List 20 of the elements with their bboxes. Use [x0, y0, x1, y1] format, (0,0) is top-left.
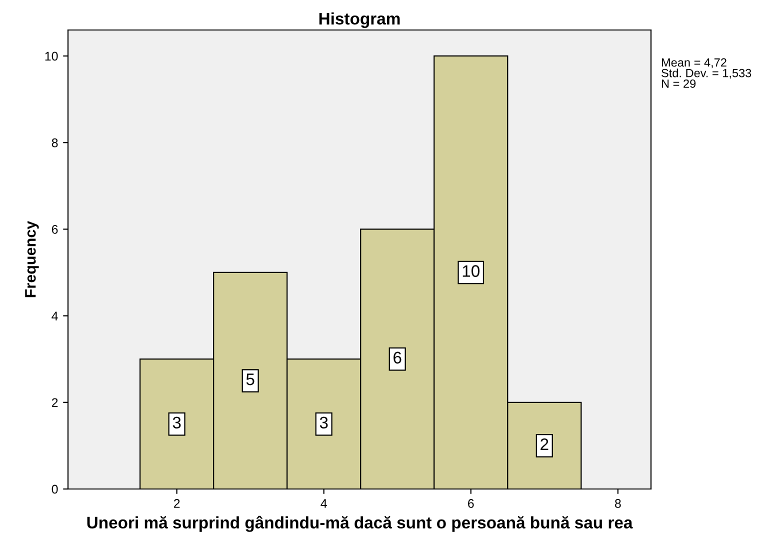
x-tick-label: 4: [320, 499, 327, 508]
data-label: 3: [320, 416, 328, 429]
x-tick-label: 6: [468, 499, 474, 508]
y-tick-label: 10: [45, 52, 58, 61]
chart-title: Histogram: [319, 12, 400, 28]
text: Mean = 4,72 Std. Dev. = 1,533 N = 29: [662, 58, 752, 88]
y-axis-title: Frequency: [25, 220, 39, 298]
y-tick-label: 6: [52, 224, 58, 234]
x-tick-label: 8: [614, 499, 621, 508]
data-label: 2: [540, 438, 548, 450]
data-label: 3: [172, 416, 181, 429]
x-tick-label: 2: [174, 499, 180, 508]
x-axis-title: Uneori mă surprind gândindu-mă dacă sunt o persoană bună sau rea: [87, 516, 633, 532]
y-tick-label: 0: [52, 484, 58, 494]
data-label: 6: [394, 352, 402, 364]
y-tick-label: 2: [52, 398, 58, 407]
data-label: 10: [462, 265, 480, 277]
data-label: 5: [246, 374, 254, 386]
y-tick-label: 4: [52, 312, 58, 320]
y-tick-label: 8: [52, 138, 58, 148]
